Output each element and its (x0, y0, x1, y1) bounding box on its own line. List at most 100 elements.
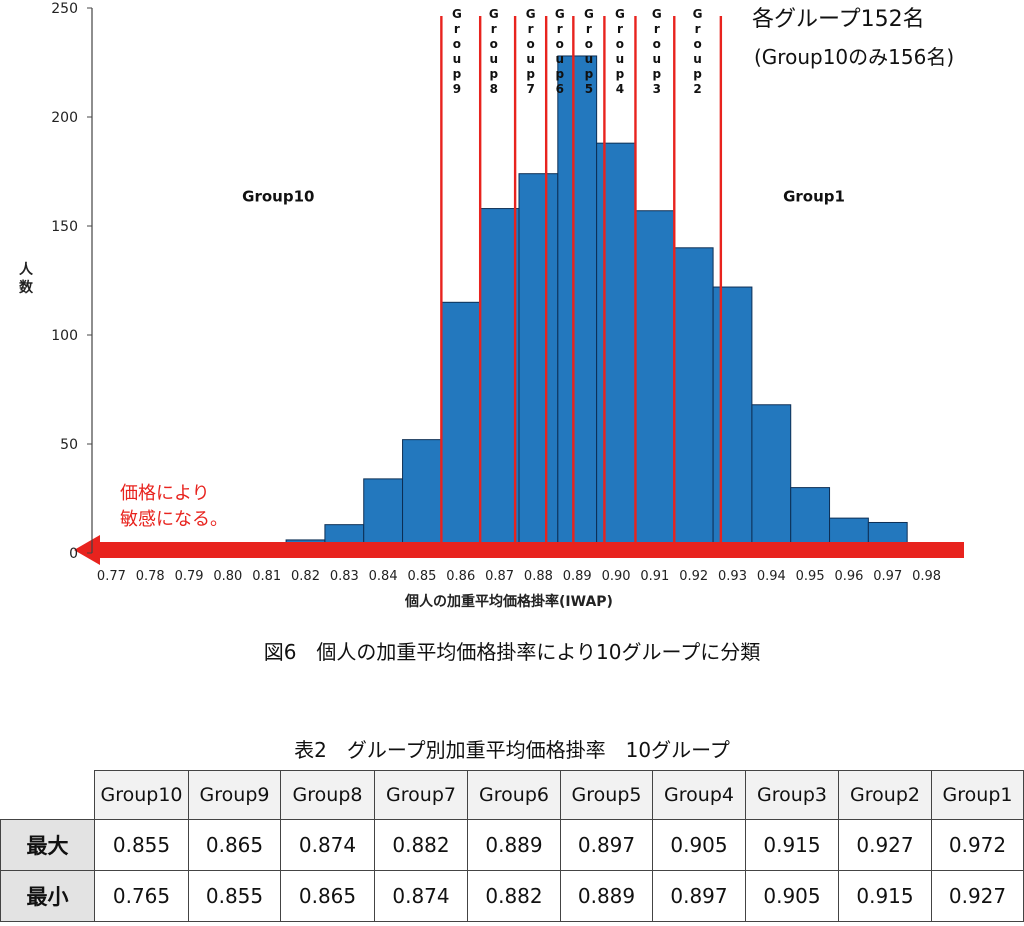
group-ratio-table: Group10 Group9 Group8 Group7 Group6 Grou… (0, 770, 1024, 922)
table-cell: 0.905 (745, 870, 839, 922)
group-size-annotation-note: (Group10のみ156名) (754, 45, 954, 69)
table-cell: 0.889 (560, 870, 653, 922)
table-cell: 0.765 (94, 870, 189, 922)
x-tick-label: 0.92 (679, 569, 708, 584)
x-tick-label: 0.96 (834, 569, 863, 584)
table-cell: 0.882 (467, 870, 561, 922)
column-header: Group4 (652, 770, 746, 820)
x-tick-label: 0.87 (485, 569, 514, 584)
column-header: Group7 (374, 770, 468, 820)
table-row-min: 最小 0.765 0.855 0.865 0.874 0.882 0.889 0… (0, 870, 1024, 922)
arrow-head (74, 535, 100, 565)
table-cell: 0.927 (838, 819, 932, 871)
table-cell: 0.865 (280, 870, 375, 922)
x-tick-label: 0.77 (97, 569, 126, 584)
x-tick-label: 0.91 (640, 569, 669, 584)
x-tick-label: 0.84 (369, 569, 398, 584)
histogram-bar (596, 142, 636, 554)
x-tick-label: 0.82 (291, 569, 320, 584)
x-tick-label: 0.97 (873, 569, 902, 584)
histogram-bar (751, 404, 792, 554)
y-tick-label: 100 (51, 328, 78, 344)
x-axis-title: 個人の加重平均価格掛率(IWAP) (404, 593, 613, 610)
histogram-bar (479, 208, 520, 554)
chart-axes: 0 50 100 150 200 250 0.77 0.78 0.79 0.80 0.81 0.82 0… (51, 1, 941, 584)
histogram-bar (518, 173, 559, 554)
column-header: Group3 (745, 770, 839, 820)
y-tick-label: 250 (51, 1, 78, 17)
column-header: Group6 (467, 770, 561, 820)
table-title: 表2 グループ別加重平均価格掛率 10グループ (294, 738, 730, 762)
table-cell: 0.855 (188, 870, 281, 922)
y-tick-label: 50 (60, 437, 78, 453)
table-cell: 0.927 (931, 870, 1024, 922)
column-header: Group5 (560, 770, 653, 820)
table-cell: 0.897 (560, 819, 653, 871)
x-tick-label: 0.88 (524, 569, 553, 584)
chart-labels: 個人の加重平均価格掛率(IWAP) 人数 G r o u p 9 G r o u p 8 G r o u p 7 G r o… (19, 7, 954, 610)
column-header: Group8 (280, 770, 375, 820)
table-cell: 0.897 (652, 870, 746, 922)
histogram-bar (440, 301, 481, 554)
histogram-bar (712, 286, 753, 554)
column-header: Group1 (931, 770, 1024, 820)
x-tick-label: 0.93 (718, 569, 747, 584)
x-tick-label: 0.81 (252, 569, 281, 584)
table-row-max: 最大 0.855 0.865 0.874 0.882 0.889 0.897 0… (0, 819, 1024, 871)
histogram-chart: 0 50 100 150 200 250 0.77 0.78 0.79 0.80 0.81 0.82 0… (19, 1, 964, 610)
sensitivity-arrow (74, 535, 964, 565)
table-corner-cell (0, 770, 95, 820)
x-tick-label: 0.79 (175, 569, 204, 584)
column-header: Group9 (188, 770, 281, 820)
histogram-bar (557, 55, 598, 554)
table-cell: 0.882 (374, 819, 468, 871)
table-cell: 0.855 (94, 819, 189, 871)
x-tick-label: 0.89 (563, 569, 592, 584)
x-tick-label: 0.85 (407, 569, 436, 584)
x-tick-label: 0.90 (602, 569, 631, 584)
y-axis-title: 人数 (19, 261, 34, 296)
x-tick-label: 0.80 (213, 569, 242, 584)
table-cell: 0.874 (374, 870, 468, 922)
y-tick-label: 0 (69, 546, 78, 562)
table-cell: 0.915 (745, 819, 839, 871)
histogram-bar (673, 247, 714, 554)
x-tick-label: 0.95 (796, 569, 825, 584)
table-header-row: Group10 Group9 Group8 Group7 Group6 Grou… (0, 770, 1024, 820)
histogram-bar (363, 478, 404, 554)
table-cell: 0.874 (280, 819, 375, 871)
group-size-annotation: 各グループ152名 (752, 7, 925, 32)
arrow-label: 敏感になる。 (120, 509, 228, 530)
y-tick-label: 200 (51, 110, 78, 126)
table-cell: 0.905 (652, 819, 746, 871)
histogram-bar (634, 210, 675, 554)
table-cell: 0.972 (931, 819, 1024, 871)
group-boundary-lines (440, 16, 723, 542)
column-header: Group2 (838, 770, 932, 820)
column-header: Group10 (94, 770, 189, 820)
side-group-label: Group10 (242, 188, 314, 206)
y-tick-label: 150 (51, 219, 78, 235)
side-group-label: Group1 (783, 188, 845, 206)
x-tick-label: 0.98 (912, 569, 941, 584)
arrow-shaft (96, 542, 964, 558)
x-tick-label: 0.83 (330, 569, 359, 584)
histogram-bars (285, 55, 908, 554)
x-tick-label: 0.78 (136, 569, 165, 584)
table-cell: 0.865 (188, 819, 281, 871)
table-cell: 0.915 (838, 870, 932, 922)
table-cell: 0.889 (467, 819, 561, 871)
row-header-min: 最小 (0, 870, 95, 922)
row-header-max: 最大 (0, 819, 95, 871)
figure-caption: 図6 個人の加重平均価格掛率により10グループに分類 (263, 640, 761, 664)
x-tick-label: 0.86 (446, 569, 475, 584)
histogram-bar (402, 439, 442, 554)
